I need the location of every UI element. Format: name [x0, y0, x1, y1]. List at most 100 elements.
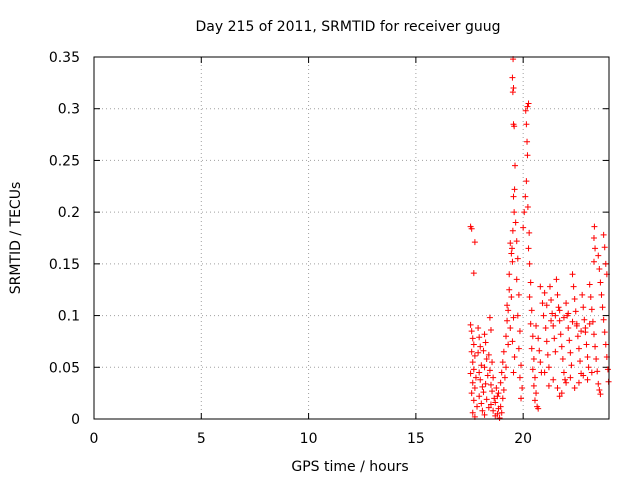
- data-point: [504, 302, 511, 309]
- data-point: [583, 341, 590, 348]
- data-point: [481, 364, 488, 371]
- data-point: [506, 271, 513, 278]
- data-point: [467, 321, 474, 328]
- data-point: [546, 283, 553, 290]
- data-point: [533, 390, 540, 397]
- data-point: [595, 252, 602, 259]
- y-tick-label: 0.2: [58, 205, 80, 221]
- data-point: [565, 310, 572, 317]
- data-point: [548, 297, 555, 304]
- data-point: [584, 376, 591, 383]
- data-point: [566, 337, 573, 344]
- data-point: [509, 89, 516, 96]
- data-point: [590, 235, 597, 241]
- data-point: [563, 379, 570, 386]
- data-point: [519, 384, 526, 391]
- data-point: [601, 329, 608, 336]
- data-point: [525, 245, 532, 252]
- data-point: [552, 312, 559, 319]
- data-point: [506, 286, 513, 293]
- data-point: [590, 258, 597, 265]
- data-point: [476, 369, 483, 376]
- data-point: [541, 369, 548, 376]
- plot-frame: [93, 56, 610, 420]
- data-point: [475, 349, 482, 356]
- data-point: [530, 356, 537, 363]
- data-point: [481, 331, 488, 338]
- data-point: [592, 343, 599, 350]
- data-point: [589, 318, 596, 325]
- data-point: [530, 382, 537, 389]
- data-point: [487, 401, 494, 408]
- data-point: [535, 335, 542, 342]
- y-tick-label: 0.3: [58, 102, 80, 118]
- data-point: [544, 351, 551, 358]
- data-point: [469, 379, 476, 386]
- data-point: [477, 343, 484, 350]
- x-tick-label: 15: [407, 431, 425, 447]
- data-point: [492, 399, 499, 406]
- axis-ticks: [93, 56, 609, 420]
- data-point: [541, 289, 548, 296]
- x-tick-label: 10: [300, 431, 318, 447]
- data-point: [525, 100, 532, 107]
- gridlines: [94, 57, 609, 419]
- data-point: [584, 353, 591, 360]
- data-point: [542, 324, 549, 331]
- data-point: [585, 364, 592, 371]
- data-point: [510, 193, 517, 200]
- data-point: [471, 239, 478, 246]
- data-point: [478, 362, 485, 369]
- data-point: [543, 302, 550, 309]
- data-point: [568, 362, 575, 369]
- data-point: [524, 138, 531, 145]
- data-point: [505, 307, 512, 314]
- data-point: [516, 328, 523, 335]
- data-point: [510, 369, 517, 376]
- data-point: [591, 223, 598, 230]
- data-point: [602, 260, 609, 267]
- data-point: [472, 374, 479, 381]
- data-point: [586, 281, 593, 288]
- data-point: [571, 296, 578, 303]
- data-point: [515, 345, 522, 352]
- data-point: [485, 404, 492, 411]
- chart-title: Day 215 of 2011, SRMTID for receiver guu…: [196, 19, 501, 35]
- y-tick-label: 0.05: [49, 360, 80, 376]
- data-point: [575, 345, 582, 352]
- data-point: [516, 374, 523, 381]
- data-point: [514, 312, 521, 319]
- data-point: [560, 314, 567, 321]
- data-point: [550, 322, 557, 329]
- data-point: [539, 300, 546, 307]
- data-point: [593, 356, 600, 363]
- data-point: [499, 359, 506, 366]
- data-point: [483, 396, 490, 403]
- data-point: [600, 231, 607, 238]
- data-point: [601, 244, 608, 251]
- data-point: [592, 245, 599, 252]
- data-point: [514, 255, 521, 262]
- data-point: [526, 293, 533, 300]
- data-point: [545, 382, 552, 389]
- data-point: [573, 322, 580, 329]
- data-point: [469, 409, 476, 416]
- data-point: [475, 324, 482, 331]
- data-point: [468, 328, 475, 335]
- data-point: [477, 376, 484, 383]
- data-point: [523, 121, 530, 128]
- data-point: [468, 348, 475, 355]
- data-point: [484, 372, 491, 379]
- data-point: [569, 271, 576, 278]
- data-point: [597, 279, 604, 286]
- data-point: [470, 270, 477, 277]
- data-point: [481, 411, 488, 418]
- data-point: [479, 383, 486, 390]
- data-point: [505, 341, 512, 348]
- data-point: [518, 362, 525, 369]
- data-point: [531, 374, 538, 381]
- data-point: [580, 304, 587, 311]
- data-point: [554, 384, 561, 391]
- data-point: [515, 291, 522, 298]
